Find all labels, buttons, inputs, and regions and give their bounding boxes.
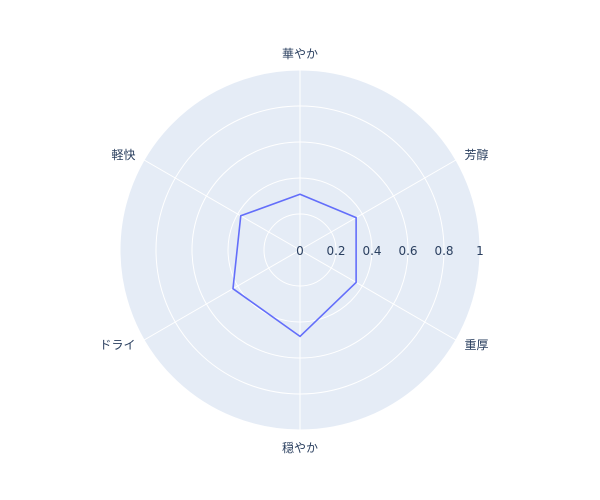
angular-spoke: [143, 249, 301, 341]
axis-label: 重厚: [465, 338, 489, 352]
radial-tick-labels: 0 0.2 0.4 0.6 0.8 1: [296, 244, 484, 258]
angular-spoke: [299, 249, 457, 341]
radial-tick-label: 1: [476, 244, 484, 258]
series-layer: [232, 193, 357, 338]
radial-tick-label: 0: [296, 244, 304, 258]
axis-label: 軽快: [111, 148, 135, 162]
axis-label: 穏やか: [282, 441, 318, 455]
angular-spoke: [299, 159, 457, 251]
radial-tick-label: 0.2: [326, 244, 345, 258]
radial-tick-label: 0.8: [434, 244, 453, 258]
axis-label: 華やか: [282, 47, 318, 61]
polar-grid: [119, 69, 481, 431]
radial-tick-label: 0.4: [362, 244, 381, 258]
axis-label: ドライ: [99, 338, 135, 352]
angular-spoke: [143, 159, 301, 251]
axis-label: 芳醇: [465, 147, 489, 162]
radial-tick-label: 0.6: [398, 244, 417, 258]
